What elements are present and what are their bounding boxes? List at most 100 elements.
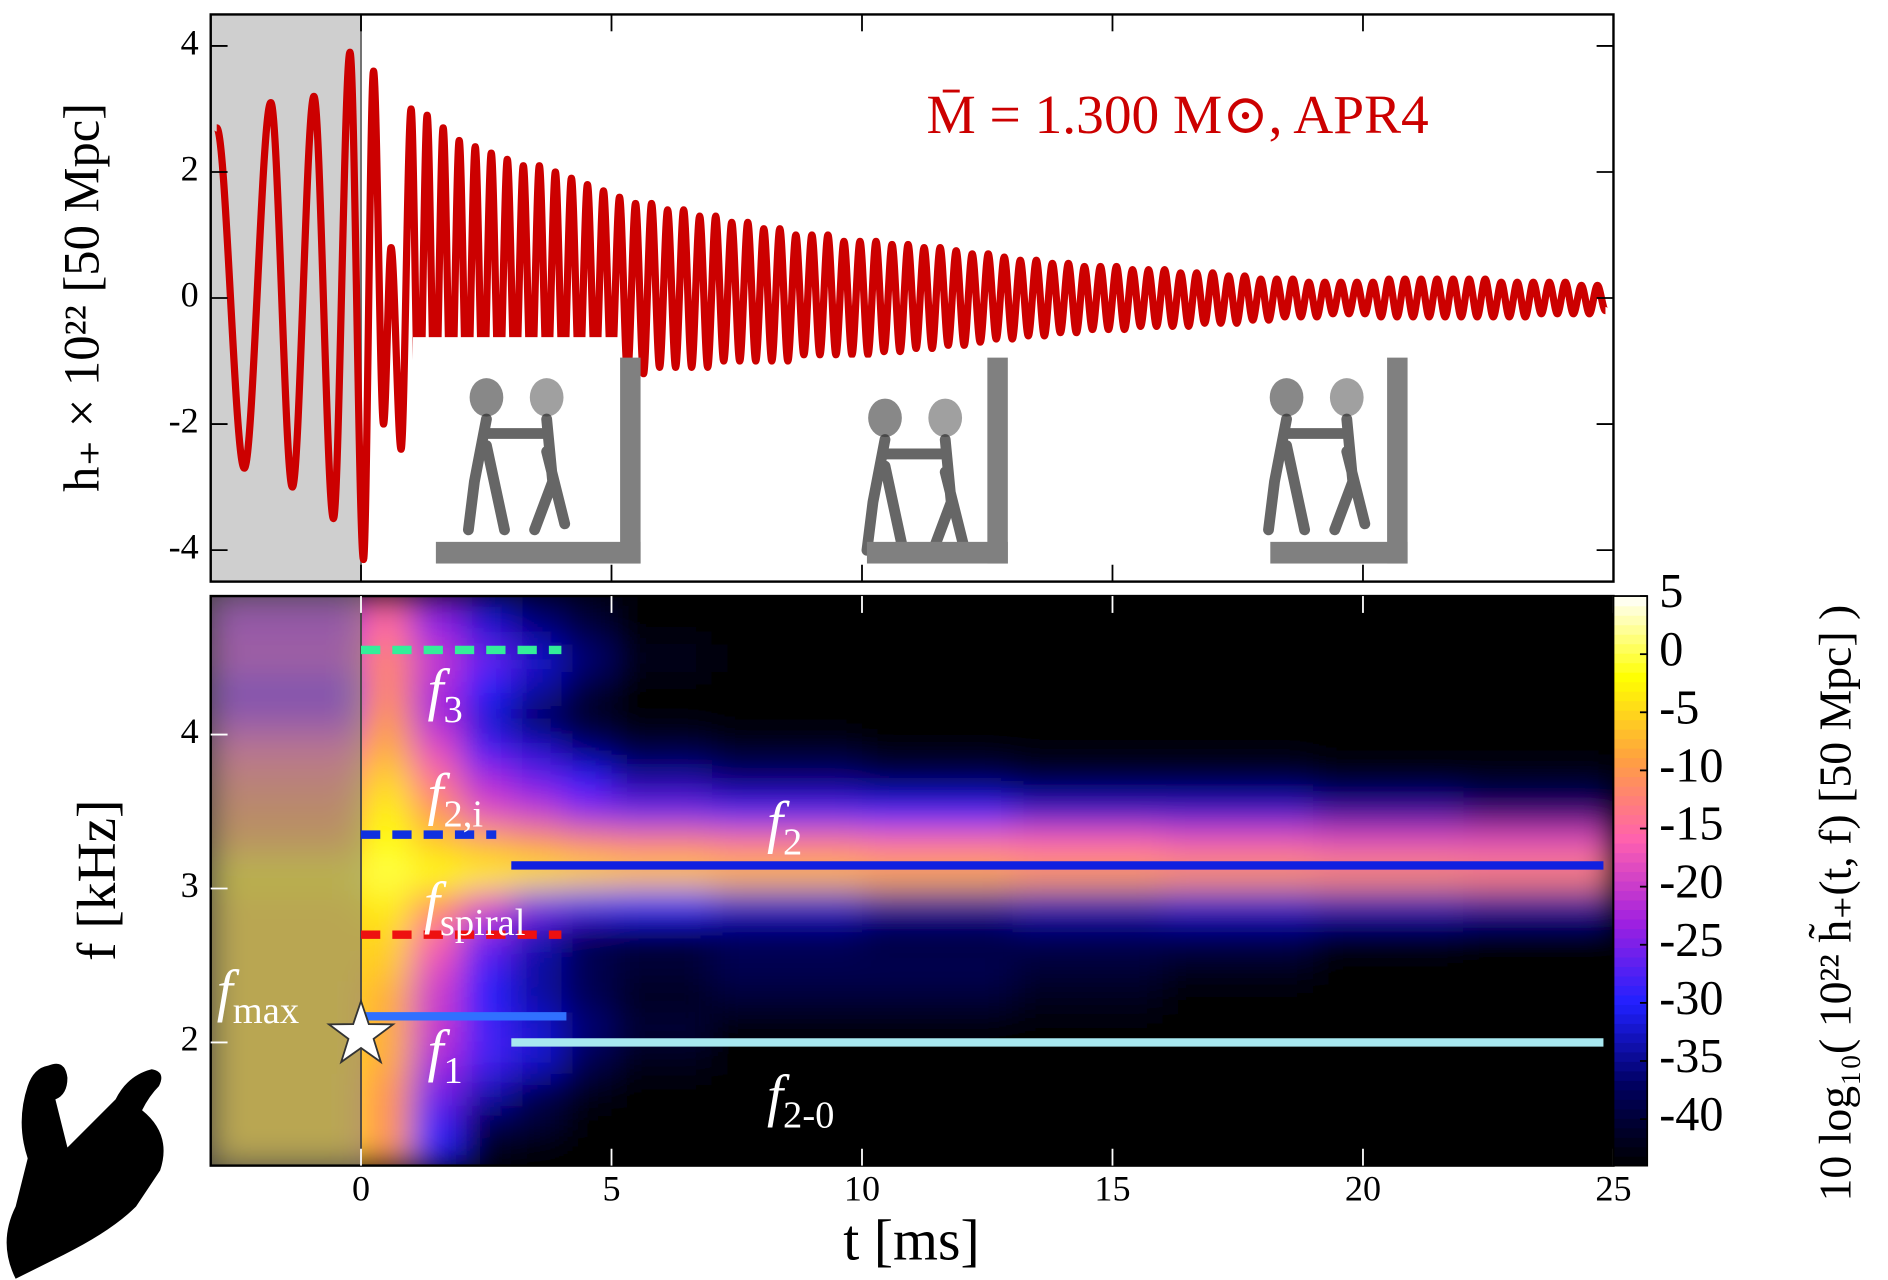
heatmap-cell (411, 596, 462, 643)
heatmap-cell (1312, 888, 1464, 920)
heatmap-cell (411, 673, 462, 705)
label-subscript: 2-0 (783, 1094, 834, 1136)
heatmap-cell (361, 703, 412, 736)
heatmap-cell (1463, 980, 1614, 1013)
heatmap-cells (210, 596, 1614, 1166)
colorbar-segment (1613, 1118, 1648, 1129)
dancer-sketch (462, 413, 571, 536)
heatmap-cell (361, 857, 412, 890)
x-tick-label: 5 (602, 1168, 620, 1208)
heatmap-cell (1463, 796, 1614, 828)
heatmap-cell (1012, 1011, 1164, 1044)
colorbar-segment (1613, 681, 1648, 692)
colorbar-segment (1613, 918, 1648, 930)
colorbar-frame (1612, 595, 1649, 1167)
label-subscript: 3 (444, 689, 463, 731)
colorbar-segment (1613, 823, 1648, 835)
heatmap-cell (461, 1134, 512, 1166)
heatmap-cell (461, 765, 512, 797)
colorbar-segment (1613, 975, 1648, 986)
heatmap-cell (1463, 1073, 1614, 1105)
inset-frame (435, 541, 641, 564)
heatmap-cell (1162, 703, 1314, 736)
heatmap-cell (861, 1104, 1013, 1136)
heatmap-cell (861, 596, 1013, 643)
heatmap-cell (711, 796, 863, 828)
star-marker (326, 998, 396, 1065)
heatmap-cell (411, 1073, 462, 1105)
heatmap-cell (461, 734, 512, 766)
heatmap-cell (1312, 703, 1464, 736)
heatmap-cell (1012, 673, 1164, 705)
dancer-sketch (469, 378, 504, 417)
dancer-sketch (1329, 378, 1364, 417)
dancer-silhouette (6, 1063, 164, 1279)
heatmap-cell (1463, 826, 1614, 859)
heatmap-cell (711, 642, 863, 674)
colorbar-segment (1613, 662, 1648, 673)
dancer-sketch (1263, 413, 1371, 536)
heatmap-cell (561, 888, 613, 920)
heatmap-cell (1012, 950, 1164, 982)
heatmap-cell (1012, 596, 1164, 643)
colorbar-segment (1613, 861, 1648, 873)
heatmap-cell (361, 888, 412, 920)
heatmap-cell (611, 642, 713, 674)
heatmap-cell (561, 796, 613, 828)
colorbar-tick-label: -35 (1659, 1030, 1723, 1083)
heatmap-cell (1162, 1011, 1314, 1044)
heatmap-cell (861, 980, 1013, 1013)
heatmap-cell (861, 919, 1013, 951)
colorbar-segment (1613, 709, 1648, 721)
heatmap-cell (1463, 888, 1614, 920)
colorbar-segment (1613, 814, 1648, 825)
y-tick-label: -4 (169, 526, 199, 566)
y-tick-label: 2 (181, 148, 199, 188)
colorbar-segment (1613, 871, 1648, 882)
heatmap-cell (611, 1104, 713, 1136)
heatmap-cell (361, 765, 412, 797)
colorbar-segment (1613, 880, 1648, 892)
heatmap-cell (611, 765, 713, 797)
frequency-label: f2,i (427, 763, 483, 835)
colorbar-segment (1613, 671, 1648, 683)
heatmap-cell (861, 765, 1013, 797)
colorbar-segment (1613, 1032, 1648, 1043)
colorbar-tick-label: -15 (1659, 798, 1723, 851)
x-tick-label: 20 (1345, 1168, 1381, 1208)
heatmap-cell (411, 765, 462, 797)
heatmap-cell (1463, 734, 1614, 766)
heatmap-cell (611, 950, 713, 982)
heatmap-cell (1012, 980, 1164, 1013)
colorbar-segment (1613, 653, 1648, 664)
heatmap-cell (1012, 765, 1164, 797)
colorbar-segment (1613, 1089, 1648, 1100)
heatmap-cell (1012, 1073, 1164, 1105)
colorbar-segment (1613, 738, 1648, 749)
heatmap-cell (1162, 642, 1314, 674)
heatmap-cell (1463, 1042, 1614, 1074)
colorbar-segment (1613, 596, 1648, 607)
heatmap-cell (561, 1042, 613, 1074)
heatmap-cell (711, 1104, 863, 1136)
heatmap-cell (611, 1073, 713, 1105)
colorbar-segment (1613, 1156, 1648, 1167)
heatmap-cell (561, 1011, 613, 1044)
dancer-sketch (868, 398, 902, 438)
heatmap-cell (1312, 919, 1464, 951)
colorbar-segment (1613, 1137, 1648, 1148)
heatmap-cell (861, 734, 1013, 766)
dancer-sketch (1269, 378, 1304, 417)
colorbar-segment (1613, 747, 1648, 759)
colorbar-segment (1613, 1023, 1648, 1034)
heatmap-cell (411, 703, 462, 736)
heatmap-cell (711, 1011, 863, 1044)
heatmap-cell (1162, 1104, 1314, 1136)
heatmap-cell (1012, 796, 1164, 828)
heatmap-cell (711, 765, 863, 797)
heatmap-cell (1312, 950, 1464, 982)
heatmap-cell (511, 826, 563, 859)
colorbar-tick-label: -40 (1659, 1088, 1723, 1141)
heatmap-cell (611, 1011, 713, 1044)
colorbar-segment (1613, 852, 1648, 863)
